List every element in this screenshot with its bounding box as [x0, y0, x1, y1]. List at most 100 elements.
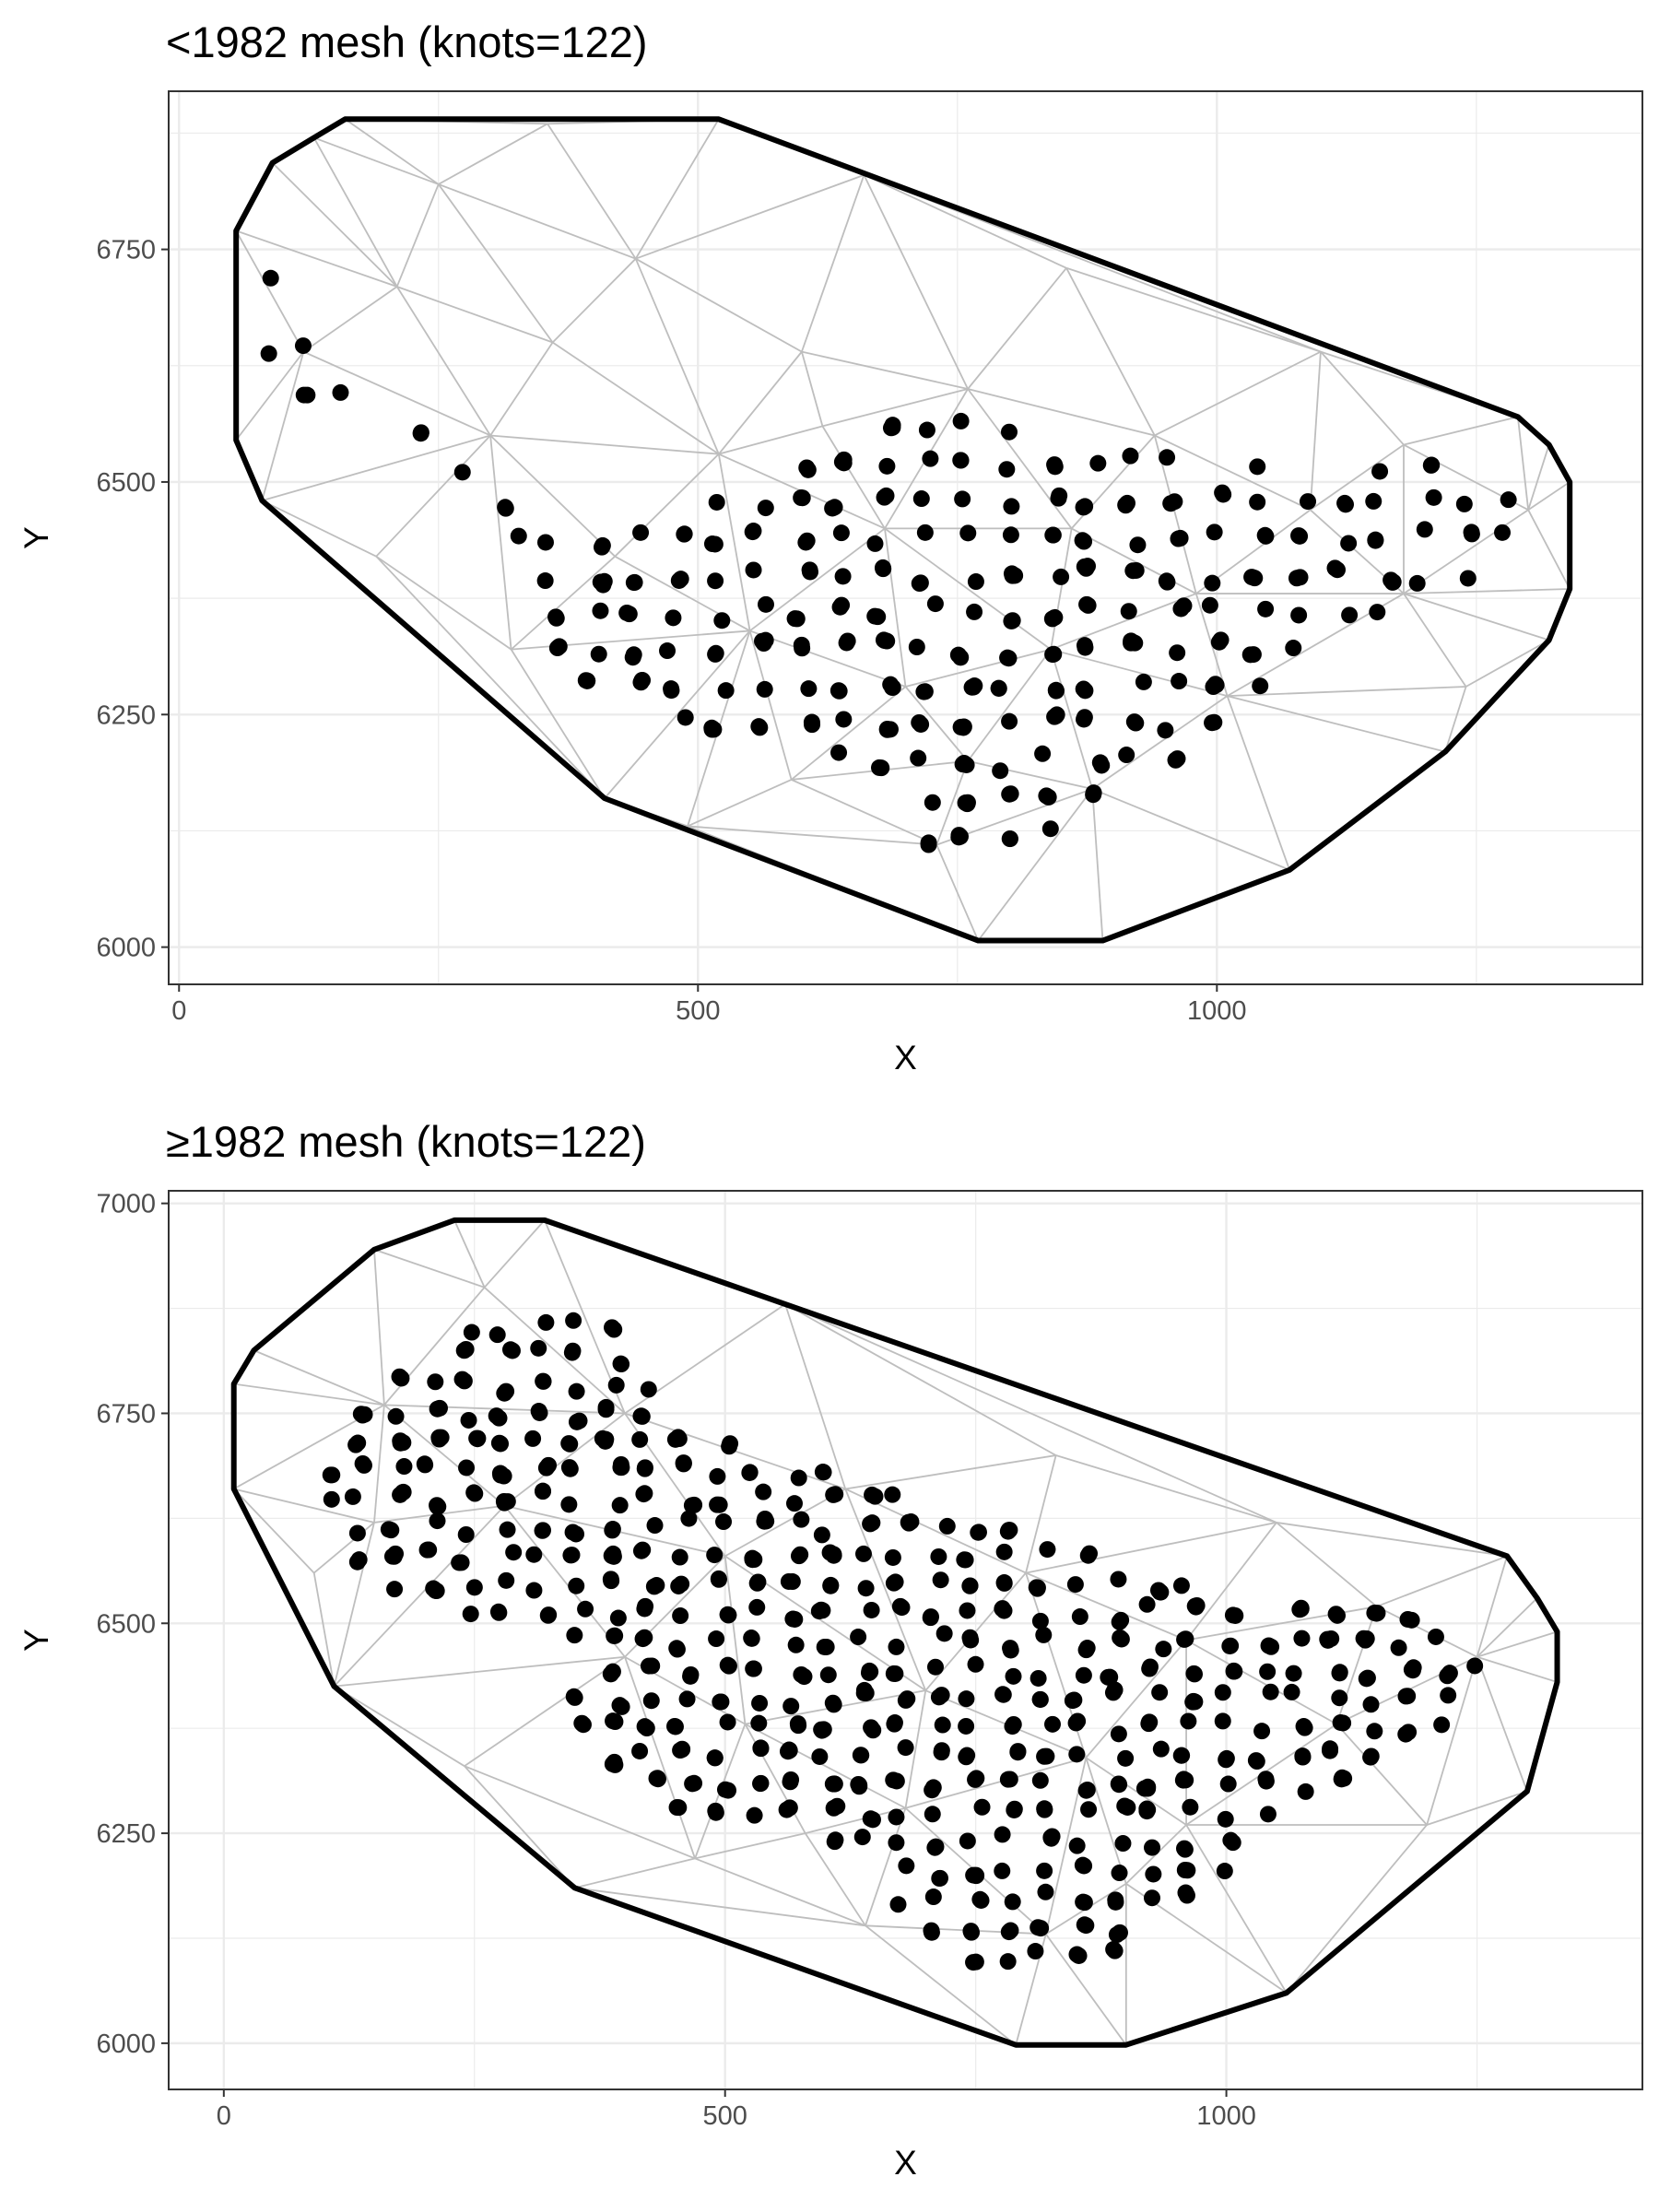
observation-point: [835, 711, 853, 728]
observation-point: [1064, 1692, 1081, 1710]
mesh-edge: [1310, 443, 1405, 511]
observation-point: [1068, 1746, 1086, 1763]
observation-point: [857, 1580, 875, 1597]
mesh-edge: [313, 136, 440, 185]
mesh-edge: [262, 434, 491, 501]
observation-point: [1117, 1749, 1135, 1767]
observation-point: [672, 571, 689, 588]
observation-point: [1002, 526, 1019, 544]
observation-point: [935, 1625, 953, 1642]
observation-point: [1110, 1725, 1127, 1743]
mesh-edge: [375, 434, 491, 558]
observation-point: [636, 1718, 653, 1735]
observation-point: [1403, 1661, 1420, 1678]
observation-point: [677, 709, 694, 726]
observation-point: [861, 1662, 878, 1679]
panel-border: [168, 1190, 1643, 2090]
observation-point: [1184, 1692, 1202, 1710]
observation-point: [750, 1714, 768, 1732]
observation-point: [744, 1551, 761, 1569]
observation-point: [814, 1464, 831, 1481]
mesh-edge: [935, 760, 969, 845]
observation-point: [457, 1340, 475, 1358]
observation-point: [1036, 1800, 1053, 1818]
observation-point: [1455, 495, 1473, 512]
mesh-edge: [373, 1248, 485, 1288]
observation-point: [1046, 456, 1064, 474]
mesh-edge: [1050, 648, 1228, 697]
observation-point: [355, 1456, 372, 1474]
mesh-edge: [489, 435, 512, 650]
observation-point: [825, 1696, 842, 1713]
observation-point: [1004, 1893, 1021, 1911]
observation-point: [1341, 606, 1359, 624]
observation-point: [973, 1798, 991, 1816]
observation-point: [674, 1740, 691, 1758]
observation-point: [924, 794, 941, 811]
observation-point: [959, 795, 976, 813]
observation-point: [1212, 631, 1230, 649]
observation-point: [1027, 1943, 1044, 1960]
plot-title: <1982 mesh (knots=122): [166, 18, 648, 66]
observation-point: [596, 1432, 614, 1450]
observation-point: [568, 1382, 585, 1400]
observation-point: [352, 1406, 370, 1423]
observation-point: [1031, 1612, 1049, 1630]
observation-point: [430, 1430, 448, 1448]
observation-point: [713, 612, 731, 629]
mesh-edge: [373, 1405, 385, 1524]
mesh-edge: [375, 555, 512, 651]
mesh-edge: [438, 183, 554, 344]
observation-point: [962, 1631, 980, 1649]
observation-point: [1336, 494, 1354, 512]
mesh-edge: [1185, 1606, 1377, 1641]
observation-point: [1172, 1747, 1190, 1764]
mesh-edge: [1477, 1630, 1558, 1658]
observation-point: [1135, 1780, 1153, 1797]
observation-point: [955, 719, 972, 736]
observation-point: [719, 1713, 736, 1731]
observation-point: [888, 1772, 905, 1790]
mesh-edge: [1403, 416, 1519, 446]
observation-point: [1333, 1771, 1350, 1788]
observation-point: [425, 1580, 442, 1597]
mesh-edge: [801, 350, 969, 390]
observation-point: [853, 1829, 871, 1846]
observation-point: [632, 1542, 650, 1559]
observation-point: [605, 1712, 622, 1730]
y-tick-label: 7000: [96, 1190, 156, 1219]
observation-point: [573, 1714, 591, 1732]
observation-point: [1079, 1547, 1097, 1564]
observation-point: [839, 632, 856, 650]
observation-point: [780, 1572, 797, 1590]
observation-point: [602, 1665, 619, 1683]
observation-point: [1034, 745, 1052, 762]
observation-point: [498, 1571, 515, 1589]
observation-point: [967, 1866, 984, 1884]
observation-point: [1001, 1771, 1018, 1788]
observation-point: [1155, 1641, 1172, 1658]
observation-point: [786, 610, 804, 628]
observation-point: [1288, 570, 1305, 587]
mesh-edge: [1091, 788, 1290, 871]
observation-point: [534, 1483, 551, 1500]
observation-point: [802, 563, 819, 581]
observation-point: [606, 1627, 624, 1644]
observation-point: [524, 1430, 542, 1447]
observation-point: [866, 1488, 884, 1505]
observation-point: [852, 1747, 869, 1764]
observation-point: [344, 1488, 361, 1505]
observation-point: [613, 1356, 630, 1373]
observation-point: [1157, 722, 1174, 739]
observation-point: [1100, 1668, 1117, 1686]
mesh-edge: [1476, 1656, 1528, 1792]
observation-point: [899, 1690, 916, 1708]
observation-point: [525, 1582, 543, 1599]
observation-point: [1416, 521, 1433, 538]
observation-point: [813, 1526, 830, 1544]
observation-point: [745, 561, 762, 579]
mesh-edge: [235, 351, 305, 441]
observation-point: [1224, 1834, 1241, 1852]
observation-point: [1176, 1840, 1194, 1857]
mesh-edge: [233, 1488, 315, 1574]
